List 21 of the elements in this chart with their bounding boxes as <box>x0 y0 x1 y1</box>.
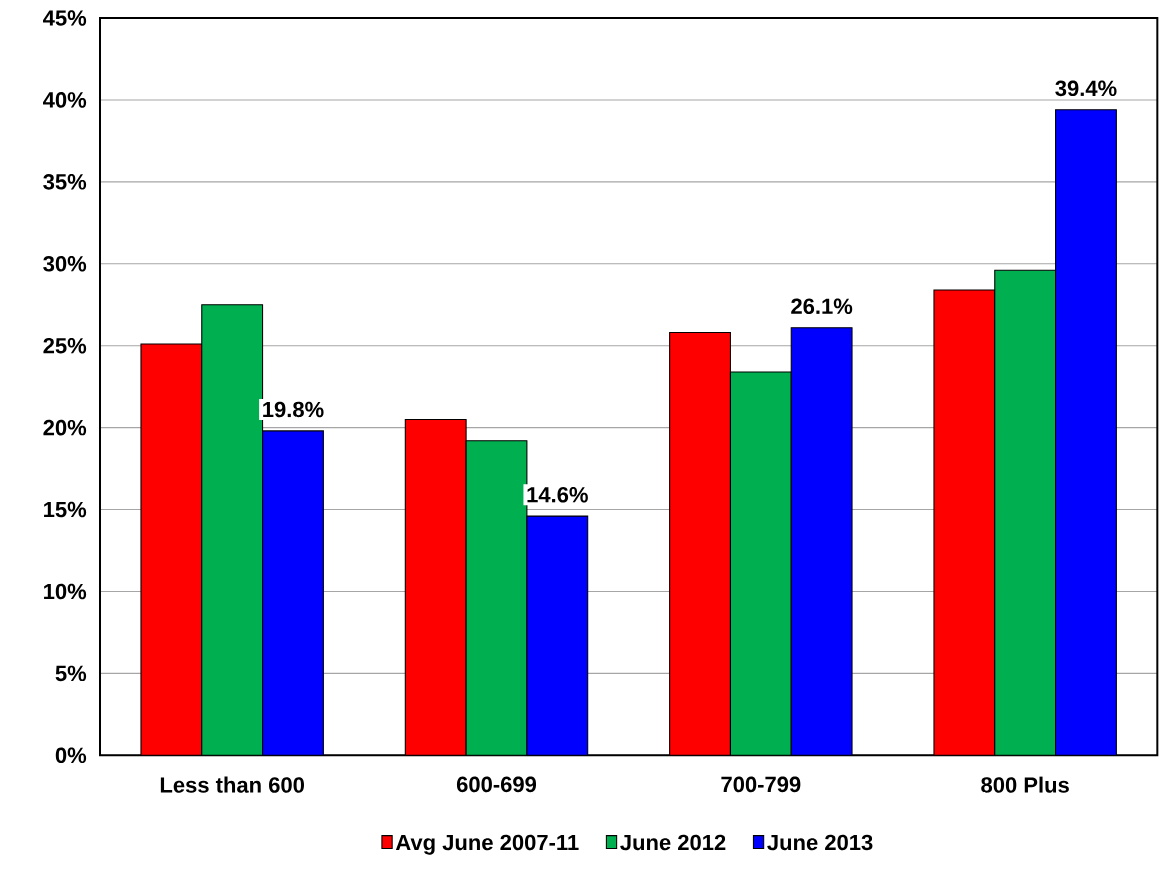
data-label: 26.1% <box>791 298 853 315</box>
legend-label: June 2013 <box>767 834 873 851</box>
legend-label: June 2012 <box>620 834 726 851</box>
y-tick-label: 35% <box>43 174 87 190</box>
y-tick-label: 45% <box>43 10 87 26</box>
y-tick-label: 15% <box>44 501 87 518</box>
x-tick-label: 700-799 <box>721 776 801 793</box>
y-tick-label: 5% <box>55 665 87 682</box>
y-tick-label: 0% <box>55 747 87 764</box>
y-tick-label: 25% <box>43 337 87 354</box>
legend-label: Avg June 2007-11 <box>395 834 579 855</box>
y-tick-label: 30% <box>43 255 87 272</box>
y-tick-label: 10% <box>44 583 87 600</box>
data-label: 14.6% <box>527 486 588 503</box>
x-tick-label: Less than 600 <box>160 776 304 793</box>
data-label: 19.8% <box>263 401 324 418</box>
y-tick-label: 20% <box>43 419 87 436</box>
y-tick-label: 40% <box>43 92 87 108</box>
x-tick-label: 800 Plus <box>981 776 1069 793</box>
data-label: 39.4% <box>1055 80 1117 97</box>
x-tick-label: 600-699 <box>456 776 537 793</box>
